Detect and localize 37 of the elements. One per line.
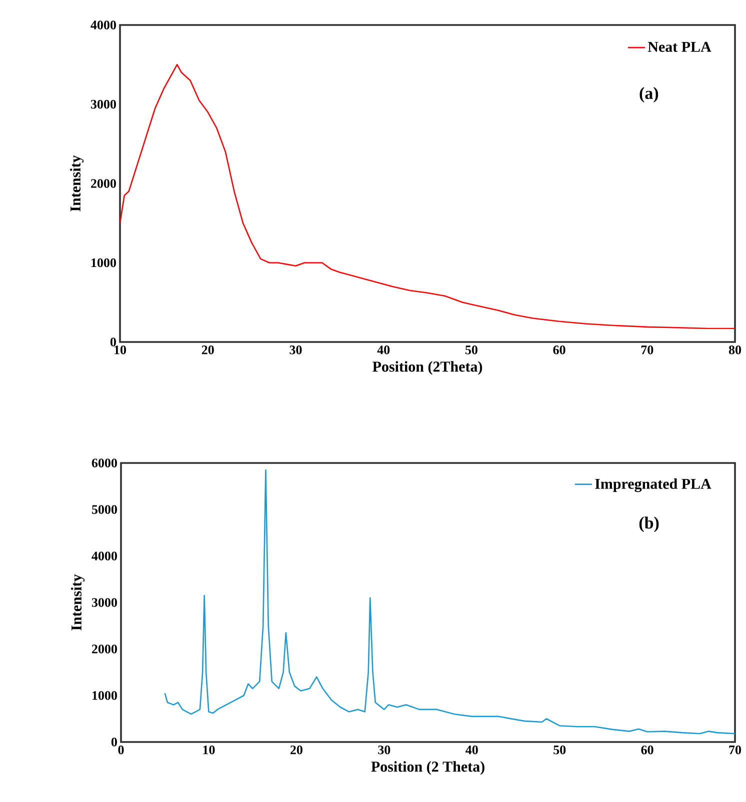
x-tick-label: 60 (641, 746, 654, 754)
x-tick-label: 80 (728, 346, 742, 354)
y-tick-label: 5000 (92, 505, 117, 514)
y-tick-label: 3000 (92, 598, 117, 607)
y-tick-label: 1000 (92, 691, 117, 700)
x-tick-label: 10 (114, 346, 126, 354)
x-tick-label: 70 (729, 746, 742, 754)
y-tick-label: 2000 (91, 179, 116, 188)
legend-label: Neat PLA (648, 42, 712, 52)
x-tick-label: 0 (118, 746, 124, 754)
x-tick-label: 40 (466, 746, 478, 754)
x-axis-title: Position (2Theta) (372, 361, 482, 375)
y-tick-label: 1000 (92, 258, 116, 268)
x-tick-label: 20 (290, 746, 302, 754)
x-tick-label: 50 (554, 746, 566, 754)
x-tick-label: 70 (641, 346, 654, 354)
x-tick-label: 20 (202, 346, 214, 354)
x-tick-label: 40 (377, 346, 390, 354)
y-tick-label: 6000 (92, 458, 117, 468)
y-axis-title: Intensity (70, 574, 85, 630)
line-series (164, 469, 736, 734)
y-axis-title: Intensity (70, 155, 84, 212)
y-tick-label: 3000 (90, 100, 116, 109)
y-tick-label: 4000 (92, 552, 117, 560)
x-tick-label: 30 (290, 346, 302, 354)
y-tick-label: 2000 (92, 644, 117, 654)
x-axis-title: Position (2 Theta) (371, 761, 484, 775)
x-tick-label: 10 (203, 746, 215, 754)
annotation: (a) (640, 87, 658, 102)
annotation: (b) (639, 516, 659, 532)
x-tick-label: 30 (378, 746, 390, 754)
x-tick-label: 60 (553, 346, 566, 354)
y-tick-label: 0 (110, 338, 116, 346)
y-tick-label: 0 (111, 738, 117, 746)
legend-label: Impregnated PLA (595, 478, 712, 492)
y-tick-label: 4000 (90, 20, 116, 30)
x-tick-label: 50 (465, 346, 478, 354)
